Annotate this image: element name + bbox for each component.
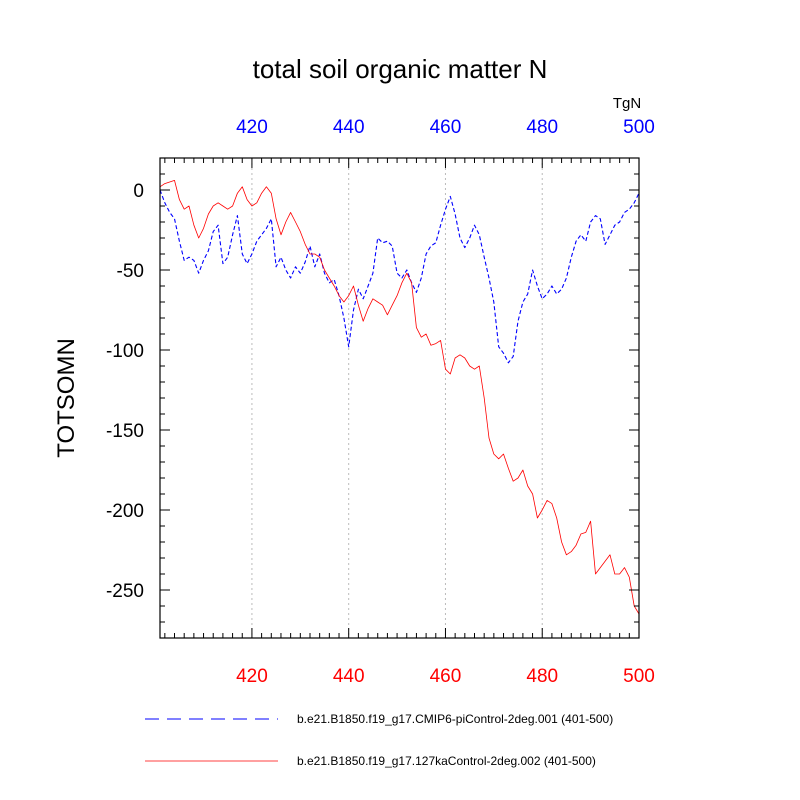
legend-label-solid: b.e21.B1850.f19_g17.127kaControl-2deg.00… [297,754,596,768]
x-tick-label-bottom: 480 [526,666,558,687]
tick-labels: 420 420 440 440 460 460 480 480 500 500 0 -50 -100 -1… [106,117,655,687]
y-tick-label: -250 [106,581,144,602]
x-tick-label-top: 480 [526,117,558,138]
y-tick-label: -100 [106,341,144,362]
x-tick-label-top: 420 [236,117,268,138]
legend: b.e21.B1850.f19_g17.CMIP6-piControl-2deg… [145,712,613,768]
series-layer [159,179,640,615]
chart-title: total soil organic matter N [253,54,548,84]
x-tick-label-bottom: 460 [430,666,462,687]
y-axis-label: TOTSOMN [53,338,80,458]
x-tick-label-top: 440 [333,117,365,138]
legend-label-dashed: b.e21.B1850.f19_g17.CMIP6-piControl-2deg… [297,712,613,726]
x-tick-label-top: 500 [623,117,655,138]
y-tick-label: -200 [106,501,144,522]
y-tick-label: -50 [117,261,144,282]
y-tick-label: -150 [106,421,144,442]
x-tick-label-top: 460 [430,117,462,138]
plot-frame [159,157,640,639]
ticks [160,157,640,639]
x-tick-label-bottom: 500 [623,666,655,687]
units-label: TgN [613,95,641,112]
x-tick-label-bottom: 440 [333,666,365,687]
grid [251,158,543,638]
series-line-piControl [159,189,640,364]
series-line-127kaControl [159,179,640,615]
y-tick-label: 0 [133,181,144,202]
x-tick-label-bottom: 420 [236,666,268,687]
